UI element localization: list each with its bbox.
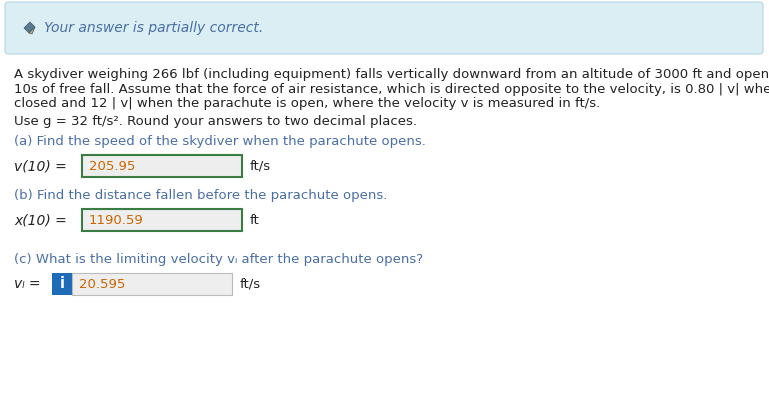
Text: (b) Find the distance fallen before the parachute opens.: (b) Find the distance fallen before the …: [14, 189, 388, 202]
Text: 1190.59: 1190.59: [89, 213, 144, 227]
Polygon shape: [29, 27, 35, 34]
Text: ft/s: ft/s: [250, 160, 271, 172]
Text: (c) What is the limiting velocity vₗ after the parachute opens?: (c) What is the limiting velocity vₗ aft…: [14, 253, 423, 266]
Text: vₗ =: vₗ =: [14, 277, 41, 291]
Text: ft: ft: [250, 213, 260, 227]
Text: (a) Find the speed of the skydiver when the parachute opens.: (a) Find the speed of the skydiver when …: [14, 135, 426, 148]
Text: 20.595: 20.595: [79, 277, 125, 290]
Polygon shape: [24, 22, 35, 33]
FancyBboxPatch shape: [5, 2, 763, 54]
Text: Use g = 32 ft/s². Round your answers to two decimal places.: Use g = 32 ft/s². Round your answers to …: [14, 115, 417, 128]
FancyBboxPatch shape: [82, 155, 242, 177]
Text: x(10) =: x(10) =: [14, 213, 67, 227]
Text: Your answer is partially correct.: Your answer is partially correct.: [44, 21, 263, 35]
Text: i: i: [59, 277, 65, 292]
Text: v(10) =: v(10) =: [14, 159, 67, 173]
Text: closed and 12 | v| when the parachute is open, where the velocity v is measured : closed and 12 | v| when the parachute is…: [14, 97, 601, 110]
FancyBboxPatch shape: [72, 273, 232, 295]
FancyBboxPatch shape: [82, 209, 242, 231]
Text: 205.95: 205.95: [89, 160, 135, 172]
Text: ft/s: ft/s: [240, 277, 261, 290]
Text: A skydiver weighing 266 lbf (including equipment) falls vertically downward from: A skydiver weighing 266 lbf (including e…: [14, 68, 769, 81]
Text: 10s of free fall. Assume that the force of air resistance, which is directed opp: 10s of free fall. Assume that the force …: [14, 83, 769, 95]
FancyBboxPatch shape: [52, 273, 72, 295]
